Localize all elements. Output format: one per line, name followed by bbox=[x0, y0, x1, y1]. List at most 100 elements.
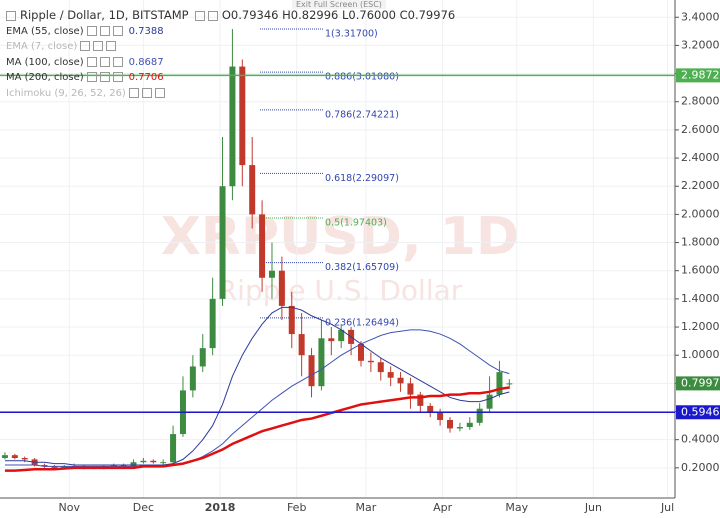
candle-body bbox=[407, 383, 414, 395]
candle-body bbox=[496, 372, 503, 395]
price-tag-label: 0.79976 bbox=[681, 376, 720, 389]
x-tick-label: Nov bbox=[58, 501, 80, 514]
candle-body bbox=[506, 383, 513, 385]
y-tick-label: 1.00000 bbox=[681, 348, 720, 361]
candle-body bbox=[357, 343, 364, 361]
fib-label: 0.5(1.97403) bbox=[325, 218, 387, 229]
icon[interactable] bbox=[80, 41, 91, 51]
fullscreen-hint[interactable]: Exit Full Screen (ESC) bbox=[292, 0, 386, 9]
legend-name: MA (100, close) bbox=[6, 56, 84, 68]
candle-body bbox=[41, 465, 48, 467]
y-tick-label: 2.60000 bbox=[681, 123, 720, 136]
x-tick-label: Apr bbox=[433, 501, 453, 514]
candle-body bbox=[387, 372, 394, 378]
candle-body bbox=[120, 465, 127, 467]
candle-body bbox=[437, 411, 444, 420]
legend-value: 0.7706 bbox=[128, 72, 164, 83]
candle-body bbox=[239, 66, 246, 166]
legend-name: MA (200, close) bbox=[6, 72, 84, 83]
icon[interactable] bbox=[86, 72, 97, 82]
candle-body bbox=[209, 298, 216, 349]
icon[interactable] bbox=[195, 10, 206, 21]
candle-body bbox=[199, 348, 206, 367]
candle-body bbox=[130, 462, 137, 467]
x-tick-label: Jun bbox=[584, 501, 602, 514]
candle-body bbox=[11, 455, 18, 458]
y-tick-label: 2.80000 bbox=[681, 95, 720, 108]
candle-body bbox=[268, 270, 275, 278]
icon[interactable] bbox=[112, 72, 123, 82]
fib-label: 0.786(2.74221) bbox=[325, 109, 399, 120]
y-tick-label: 2.00000 bbox=[681, 207, 720, 220]
fib-label: 0.618(2.29097) bbox=[325, 173, 399, 184]
fib-label: 0.886(3.01080) bbox=[325, 72, 399, 83]
fib-label: 0.382(1.65709) bbox=[325, 262, 399, 273]
x-tick-label: Jul bbox=[660, 501, 674, 514]
candle-body bbox=[51, 466, 58, 468]
icon[interactable] bbox=[106, 41, 117, 51]
candle-body bbox=[377, 362, 384, 373]
icon[interactable] bbox=[154, 87, 165, 98]
icon[interactable] bbox=[93, 41, 104, 51]
fib-label: 1(3.31700) bbox=[325, 28, 378, 39]
x-tick-label: Dec bbox=[133, 501, 154, 514]
candle-body bbox=[288, 305, 295, 335]
candle-body bbox=[417, 394, 424, 406]
legend-value: 0.8687 bbox=[128, 56, 164, 68]
y-tick-label: 1.40000 bbox=[681, 292, 720, 305]
legend-row: MA (100, close) 0.8687 bbox=[6, 55, 455, 71]
indicator-line bbox=[4, 386, 510, 472]
price-tag bbox=[676, 405, 720, 420]
icon[interactable] bbox=[99, 72, 110, 82]
x-tick-label: Feb bbox=[287, 501, 306, 514]
candle-body bbox=[456, 427, 463, 429]
candle-body bbox=[278, 270, 285, 306]
legend-name: Ichimoku (9, 26, 52, 26) bbox=[6, 87, 126, 99]
watermark: XRPUSD, 1D bbox=[161, 207, 519, 267]
y-tick-label: 3.40000 bbox=[681, 10, 720, 23]
candle-body bbox=[150, 460, 157, 463]
x-tick-label: Mar bbox=[356, 501, 377, 514]
y-tick-label: 1.80000 bbox=[681, 236, 720, 249]
legend-value: 0.7388 bbox=[128, 25, 164, 37]
legend-name: EMA (55, close) bbox=[6, 25, 84, 37]
legend-name: EMA (7, close) bbox=[6, 41, 78, 52]
candle-body bbox=[170, 434, 177, 463]
candle-body bbox=[61, 466, 68, 468]
icon[interactable] bbox=[208, 10, 219, 21]
candle-body bbox=[367, 360, 374, 363]
icon[interactable] bbox=[99, 56, 110, 67]
icon[interactable] bbox=[6, 10, 16, 21]
icon[interactable] bbox=[99, 25, 110, 36]
icon[interactable] bbox=[86, 25, 97, 36]
legend-header: Ripple / Dollar, 1D, BITSTAMP O0.79346 H… bbox=[6, 8, 455, 24]
candle-body bbox=[140, 460, 147, 463]
price-tag bbox=[676, 376, 720, 391]
icon[interactable] bbox=[86, 56, 97, 67]
candle-body bbox=[21, 457, 28, 460]
icon[interactable] bbox=[112, 25, 123, 36]
price-tag-label: 0.59462 bbox=[681, 405, 720, 418]
candle-body bbox=[249, 165, 256, 215]
y-tick-label: 0.40000 bbox=[681, 433, 720, 446]
legend-row: EMA (7, close) bbox=[6, 39, 455, 55]
icon[interactable] bbox=[112, 56, 123, 67]
x-tick-label: May bbox=[505, 501, 528, 514]
candle-body bbox=[259, 214, 266, 278]
candle-body bbox=[298, 334, 305, 356]
x-tick-label: 2018 bbox=[205, 501, 236, 514]
candle-body bbox=[328, 338, 335, 342]
candle-body bbox=[338, 329, 345, 342]
icon[interactable] bbox=[141, 87, 152, 98]
candle-body bbox=[308, 355, 315, 387]
icon[interactable] bbox=[128, 87, 139, 98]
candle-body bbox=[476, 408, 483, 423]
candle-body bbox=[1, 455, 8, 458]
watermark-sub: Ripple U.S. Dollar bbox=[218, 274, 463, 307]
legend-row: EMA (55, close) 0.7388 bbox=[6, 24, 455, 40]
symbol: Ripple / Dollar, 1D, BITSTAMP bbox=[20, 8, 189, 22]
price-tag bbox=[676, 68, 720, 83]
candle-body bbox=[160, 462, 167, 464]
